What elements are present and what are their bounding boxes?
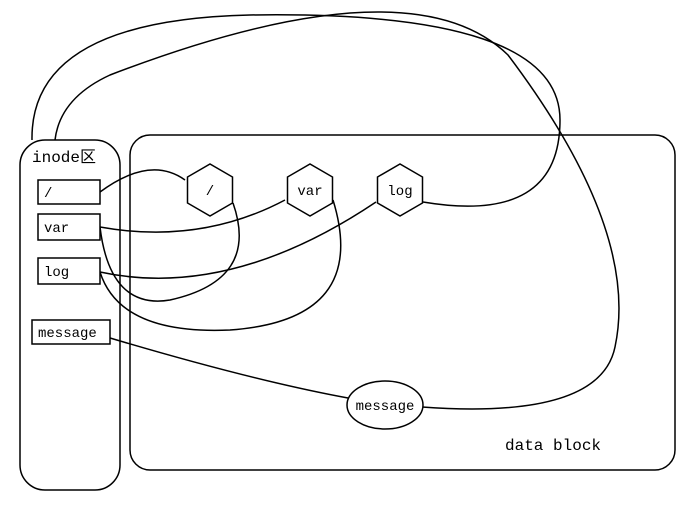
inode-region-label: inode区 <box>32 149 96 167</box>
inode-var-label: var <box>44 221 69 237</box>
hex-root-label: / <box>206 184 214 200</box>
ell-message-label: message <box>356 399 415 415</box>
data-block-region-label: data block <box>505 437 601 455</box>
hex-var-label: var <box>297 184 322 200</box>
inode-root-label: / <box>44 186 52 202</box>
hex-log-label: log <box>387 184 412 200</box>
inode-message-label: message <box>38 326 97 342</box>
inode-log-label: log <box>44 265 69 281</box>
